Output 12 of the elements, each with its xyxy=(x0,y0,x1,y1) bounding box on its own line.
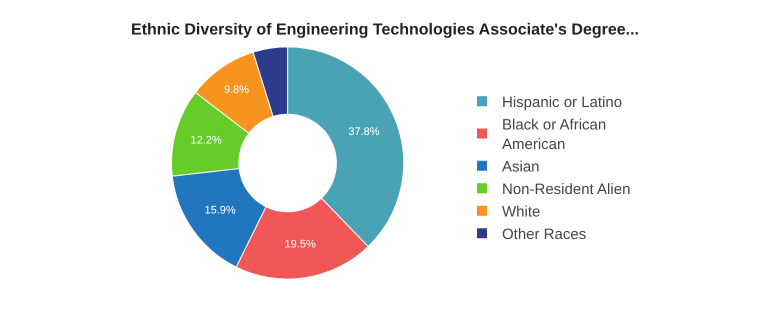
data-label: 19.5% xyxy=(284,238,316,250)
legend-label: Black or African American xyxy=(502,116,606,154)
chart-title: Ethnic Diversity of Engineering Technologies Associate's Degree... xyxy=(131,22,639,39)
data-label: 12.2% xyxy=(190,134,222,146)
legend-label: Asian xyxy=(502,158,540,176)
legend-label: Non-Resident Alien xyxy=(502,181,630,198)
data-label: 15.9% xyxy=(204,204,236,216)
data-label: 9.8% xyxy=(224,84,250,96)
legend-label: White xyxy=(502,204,540,221)
data-label: 37.8% xyxy=(348,126,380,138)
legend-label: Other Races xyxy=(502,226,586,244)
legend-label: Hispanic or Latino xyxy=(502,94,622,112)
